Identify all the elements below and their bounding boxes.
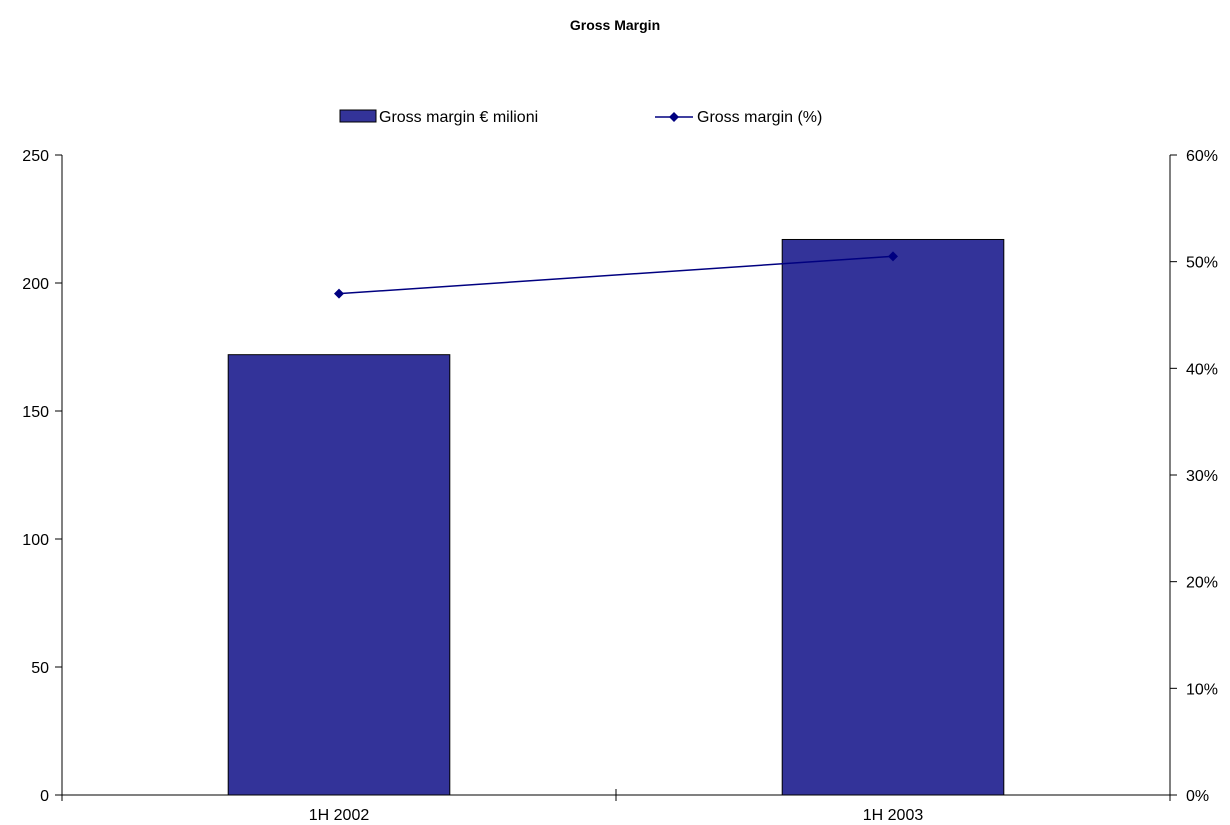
bars bbox=[227, 238, 1005, 796]
bar bbox=[227, 354, 451, 796]
line-point bbox=[888, 251, 898, 262]
line-series bbox=[334, 251, 898, 299]
bar bbox=[781, 238, 1005, 796]
legend-line-marker bbox=[669, 112, 679, 122]
axes bbox=[55, 154, 1177, 801]
legend-bar-swatch bbox=[339, 109, 377, 123]
y-right-tick-label: 10% bbox=[1186, 681, 1218, 698]
y-left-tick-label: 100 bbox=[22, 532, 49, 549]
y-right-tick-label: 20% bbox=[1186, 575, 1218, 592]
x-tick-label: 1H 2003 bbox=[863, 807, 924, 824]
y-right-tick-label: 30% bbox=[1186, 468, 1218, 485]
legend: Gross margin € milioni Gross margin (%) bbox=[339, 109, 822, 126]
y-right-tick-label: 50% bbox=[1186, 255, 1218, 272]
y-left-tick-label: 250 bbox=[22, 148, 49, 165]
legend-line-label: Gross margin (%) bbox=[697, 109, 822, 126]
y-left-tick-label: 150 bbox=[22, 404, 49, 421]
line-point bbox=[334, 288, 344, 299]
x-tick-label: 1H 2002 bbox=[309, 807, 370, 824]
legend-bar-label: Gross margin € milioni bbox=[379, 109, 538, 126]
y-left-tick-label: 50 bbox=[31, 660, 49, 677]
y-right-tick-label: 60% bbox=[1186, 148, 1218, 165]
tick-labels: 0 50 100 150 200 250 0% 10% 20% 30% 40% 50% 60% 1H 20… bbox=[22, 148, 1218, 824]
y-right-tick-label: 0% bbox=[1186, 788, 1209, 805]
y-left-tick-label: 0 bbox=[40, 788, 49, 805]
line-path bbox=[338, 255, 894, 295]
y-right-tick-label: 40% bbox=[1186, 361, 1218, 378]
y-left-tick-label: 200 bbox=[22, 276, 49, 293]
chart-title: Gross Margin bbox=[570, 17, 660, 33]
